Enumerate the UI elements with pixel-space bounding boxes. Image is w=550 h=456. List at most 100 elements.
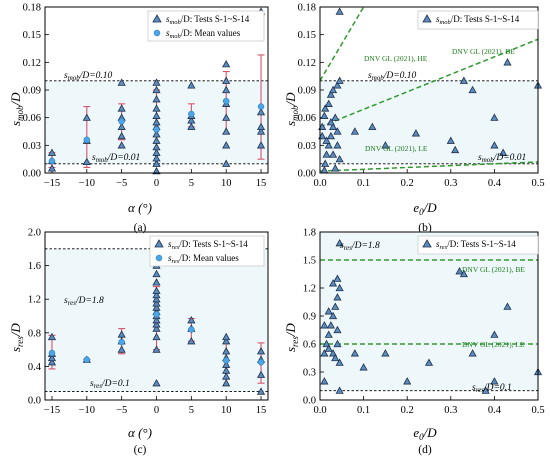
- panel-d: 0.0 0.1 0.2 0.3 0.4 0.50.00.30.60.91.21.51.8 …: [283, 228, 545, 456]
- test-point: [152, 154, 161, 162]
- mean-point: [118, 338, 125, 346]
- test-point: [326, 321, 335, 329]
- x-tick-label: 0.2: [401, 405, 414, 416]
- panel-b-axes: 0.0 0.1 0.2 0.3 0.4 0.5 0.00 0.03 0.06 0.09 0.12 0.…: [298, 3, 545, 190]
- test-point: [329, 279, 338, 287]
- y-tick-label: 0.06: [23, 113, 41, 124]
- test-point: [47, 148, 57, 156]
- test-point: [424, 358, 434, 366]
- test-point: [335, 358, 344, 366]
- y-tick-label: 0.3: [303, 368, 316, 379]
- panel-a-ylabel: smob/D: [8, 92, 25, 126]
- panel-c-ref-lo-label: sres/D=0.1: [90, 379, 130, 390]
- test-point: [187, 336, 196, 345]
- mean-point: [83, 136, 91, 144]
- mean-point: [222, 97, 230, 105]
- panel-b-label: (b): [418, 222, 432, 234]
- test-point: [320, 377, 329, 385]
- y-tick-label: 0.09: [298, 86, 316, 97]
- panel-a-ref-hi-sub: mob: [68, 74, 81, 82]
- panel-a-legend: smob/D: Tests S-1~S-14 smob/D: Mean valu…: [147, 10, 265, 42]
- x-tick-label: 5: [189, 405, 194, 416]
- test-point: [490, 377, 499, 385]
- test-point: [256, 107, 266, 116]
- test-point: [333, 81, 342, 89]
- test-point: [152, 378, 161, 387]
- test-point: [152, 94, 161, 103]
- mean-point: [48, 157, 56, 165]
- test-point: [324, 99, 333, 107]
- y-tick-label: 1.2: [28, 295, 41, 306]
- panel-c-legend-mean-marker: [155, 254, 163, 262]
- mean-point: [153, 126, 160, 133]
- test-point: [117, 78, 126, 86]
- test-point: [187, 315, 196, 324]
- y-tick-label: 1.6: [28, 261, 41, 272]
- x-tick-label: 0.0: [313, 178, 326, 189]
- x-tick-label: −10: [79, 405, 95, 416]
- panel-a-reference-lines: [45, 80, 268, 165]
- x-tick-label: 10: [221, 405, 232, 416]
- panel-a-label: (a): [134, 222, 147, 234]
- mean-point: [188, 326, 195, 333]
- panel-c-legend-test: sres/D: Tests S-1~S-14: [168, 239, 248, 251]
- test-point: [381, 141, 390, 149]
- test-point: [222, 113, 231, 121]
- test-point: [256, 347, 266, 355]
- test-point: [152, 142, 161, 151]
- test-point: [322, 150, 331, 158]
- y-tick-label: 2.0: [28, 228, 41, 239]
- y-tick-label: 0.15: [298, 30, 316, 41]
- test-point: [152, 78, 161, 86]
- panel-d-legend-test: sres/D: Tests S-1~S-14: [436, 239, 516, 251]
- test-point: [324, 344, 333, 352]
- mean-point: [118, 118, 125, 125]
- test-point: [187, 81, 196, 89]
- test-point: [331, 164, 340, 172]
- test-point: [187, 122, 196, 131]
- test-point: [152, 324, 161, 332]
- test-point: [335, 76, 344, 84]
- test-point: [256, 141, 266, 149]
- test-point: [333, 127, 342, 135]
- panel-b-frame: [319, 6, 539, 174]
- panel-b-ylabel: smob/D: [283, 92, 300, 126]
- test-point: [47, 353, 57, 362]
- x-tick-label: 0: [154, 405, 159, 416]
- test-point: [499, 148, 508, 156]
- x-tick-label: 0.4: [488, 405, 502, 416]
- test-point: [411, 129, 420, 137]
- test-point: [503, 58, 512, 66]
- panel-c-xlabel: α (°): [128, 425, 152, 440]
- y-tick-label: 0.00: [298, 169, 316, 180]
- dnv-design-line: [319, 6, 365, 82]
- panel-a-mean-points: [48, 97, 265, 165]
- panel-d-dnv-lines: [320, 259, 538, 345]
- y-tick-label: 0.15: [23, 30, 41, 41]
- y-tick-label: 0.18: [298, 3, 316, 14]
- test-point: [320, 349, 329, 357]
- mean-point: [257, 358, 265, 366]
- x-tick-label: −5: [116, 178, 127, 189]
- y-tick-label: 0.6: [303, 340, 316, 351]
- x-tick-label: 0.1: [357, 178, 370, 189]
- test-point: [222, 76, 231, 84]
- y-tick-label: 0.9: [303, 312, 316, 323]
- panel-b-ref-lo-label: smob/D=0.01: [478, 153, 526, 164]
- panel-d-dnv-le-label: DNV GL (2021), LE: [462, 340, 525, 349]
- test-point: [320, 166, 329, 174]
- test-point: [490, 113, 499, 121]
- y-tick-label: 0.0: [28, 396, 41, 407]
- test-point: [256, 127, 266, 135]
- test-point: [187, 116, 196, 124]
- y-tick-label: 1.2: [303, 284, 316, 295]
- test-point: [47, 332, 57, 341]
- test-point: [324, 330, 333, 338]
- test-point: [222, 336, 231, 345]
- test-point: [117, 131, 126, 140]
- mean-point: [222, 357, 230, 364]
- x-tick-label: −15: [44, 178, 60, 189]
- panel-a-ref-lo-val: /D=0.01: [107, 153, 141, 163]
- panel-b-legend: smob/D: Tests S-1~S-14: [417, 10, 539, 30]
- test-point: [222, 127, 231, 135]
